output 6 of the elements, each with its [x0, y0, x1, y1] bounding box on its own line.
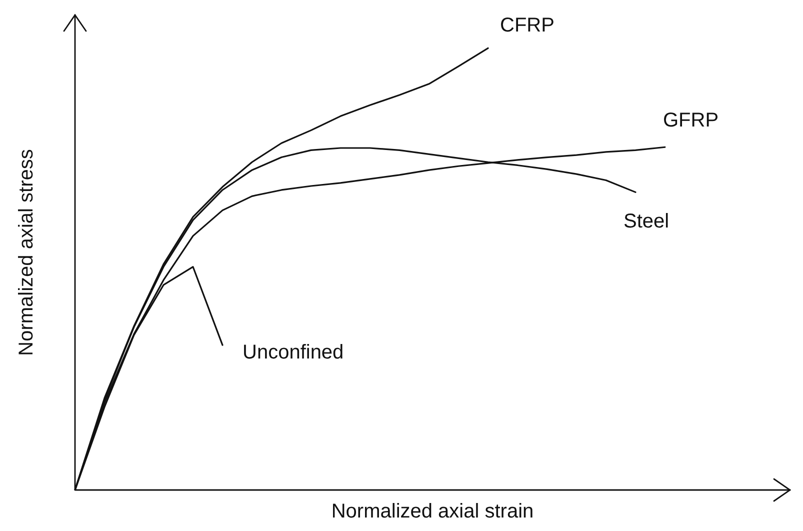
series-label: GFRP [663, 110, 719, 132]
series-label: Unconfined [242, 342, 344, 364]
x-axis-title: Normalized axial strain [331, 500, 534, 523]
y-axis-title: Normalized axial stress [16, 149, 38, 356]
series-label: Steel [624, 210, 670, 233]
series-label: CFRP [500, 14, 554, 37]
